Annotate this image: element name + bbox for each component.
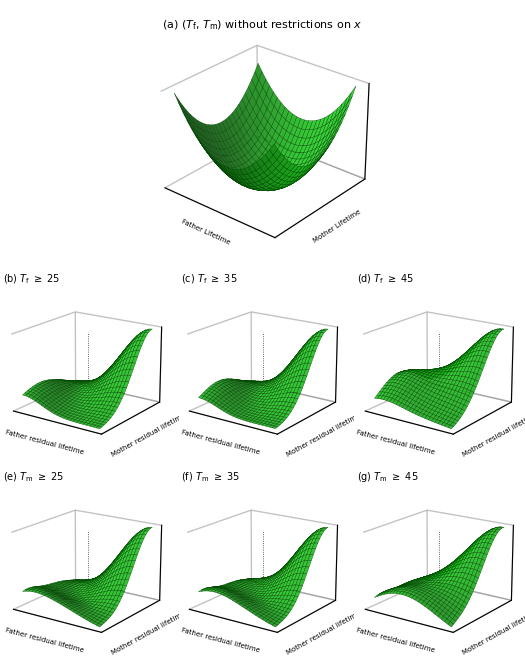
Text: (g) $\mathit{T}_\mathrm{m}$ $\geq$ 45: (g) $\mathit{T}_\mathrm{m}$ $\geq$ 45 — [357, 470, 418, 485]
X-axis label: Father residual lifetime: Father residual lifetime — [5, 627, 84, 653]
X-axis label: Father residual lifetime: Father residual lifetime — [181, 429, 260, 455]
Text: (d) $\mathit{T}_\mathrm{f}$ $\geq$ 45: (d) $\mathit{T}_\mathrm{f}$ $\geq$ 45 — [357, 272, 414, 286]
Text: (a) ($\mathit{T}_\mathrm{f}$, $\mathit{T}_\mathrm{m}$) without restrictions on $: (a) ($\mathit{T}_\mathrm{f}$, $\mathit{T… — [162, 19, 363, 32]
Text: (f) $\mathit{T}_\mathrm{m}$ $\geq$ 35: (f) $\mathit{T}_\mathrm{m}$ $\geq$ 35 — [181, 470, 240, 484]
Y-axis label: Mother Lifetime: Mother Lifetime — [312, 208, 361, 243]
Y-axis label: Mother residual lifetime: Mother residual lifetime — [110, 412, 186, 458]
Y-axis label: Mother residual lifetime: Mother residual lifetime — [462, 412, 525, 458]
Y-axis label: Mother residual lifetime: Mother residual lifetime — [286, 412, 362, 458]
X-axis label: Father residual lifetime: Father residual lifetime — [5, 429, 84, 455]
Y-axis label: Mother residual lifetime: Mother residual lifetime — [286, 610, 362, 656]
Y-axis label: Mother residual lifetime: Mother residual lifetime — [462, 610, 525, 656]
Text: (c) $\mathit{T}_\mathrm{f}$ $\geq$ 35: (c) $\mathit{T}_\mathrm{f}$ $\geq$ 35 — [181, 272, 238, 286]
Text: (b) $\mathit{T}_\mathrm{f}$ $\geq$ 25: (b) $\mathit{T}_\mathrm{f}$ $\geq$ 25 — [3, 272, 60, 286]
Text: (e) $\mathit{T}_\mathrm{m}$ $\geq$ 25: (e) $\mathit{T}_\mathrm{m}$ $\geq$ 25 — [3, 470, 64, 484]
Y-axis label: Mother residual lifetime: Mother residual lifetime — [110, 610, 186, 656]
X-axis label: Father Lifetime: Father Lifetime — [180, 218, 230, 246]
X-axis label: Father residual lifetime: Father residual lifetime — [356, 627, 436, 653]
X-axis label: Father residual lifetime: Father residual lifetime — [356, 429, 436, 455]
X-axis label: Father residual lifetime: Father residual lifetime — [181, 627, 260, 653]
